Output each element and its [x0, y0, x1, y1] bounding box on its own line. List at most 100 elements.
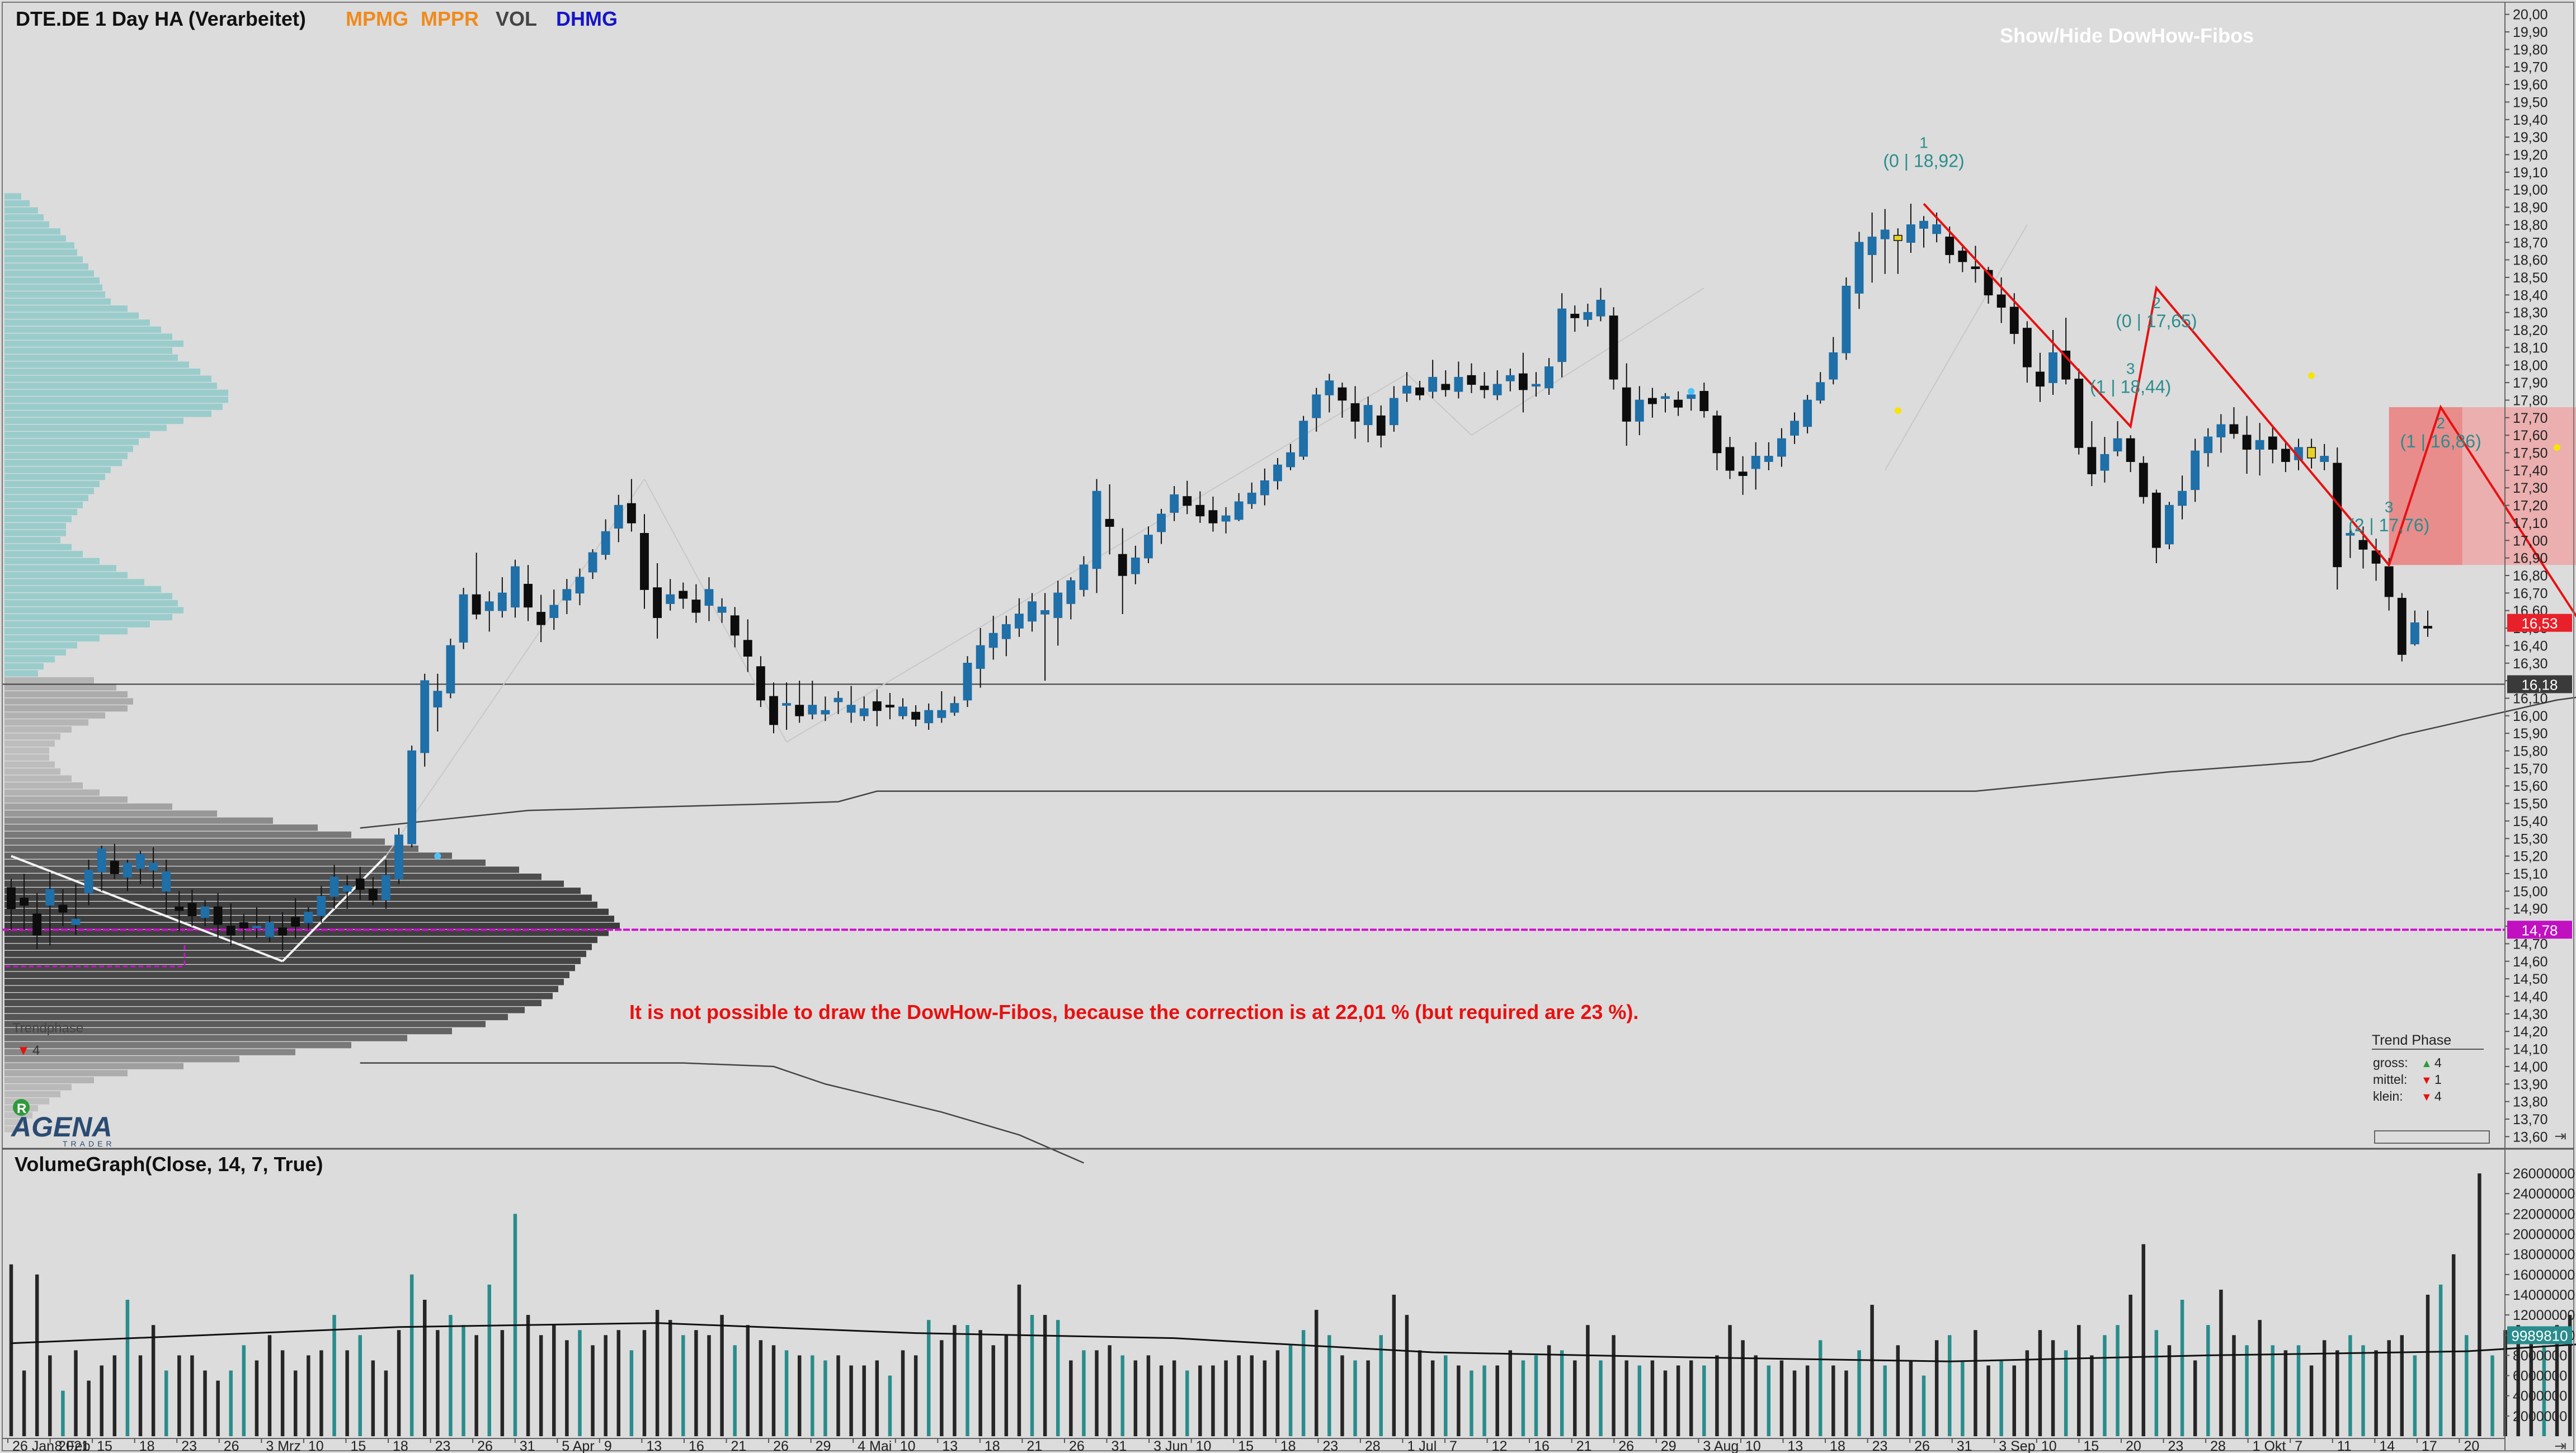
candle-body	[704, 589, 714, 606]
candle-body	[1312, 394, 1321, 418]
candle-body	[1622, 387, 1631, 422]
price-tick-label: 15,70	[2513, 761, 2548, 777]
profile-upper-bar	[4, 263, 88, 270]
candle-body	[1996, 294, 2006, 308]
profile-upper-bar	[4, 284, 102, 291]
profile-lower-bar	[4, 985, 558, 992]
indicator-label-dhmg[interactable]: DHMG	[556, 7, 618, 30]
show-hide-fibos-button[interactable]: Show/Hide DowHow-Fibos	[2000, 24, 2254, 47]
candle-body	[1777, 438, 1786, 457]
candle-body	[1208, 510, 1218, 523]
date-tick-label: 10	[900, 1438, 916, 1453]
volume-bar	[2451, 1254, 2456, 1436]
price-tick-label: 19,30	[2513, 130, 2548, 145]
price-tick-label: 14,00	[2513, 1059, 2548, 1075]
candle-body	[562, 589, 572, 601]
price-tick-label: 15,40	[2513, 814, 2548, 829]
profile-upper-bar	[4, 537, 60, 544]
price-tick-label: 14,20	[2513, 1024, 2548, 1040]
trend-phase-row-label: klein:	[2373, 1089, 2403, 1103]
profile-lower-bar	[4, 838, 385, 845]
profile-upper-bar	[4, 312, 139, 319]
volume-tick-label: 12000000	[2513, 1308, 2575, 1323]
candle-body	[2281, 449, 2290, 462]
volume-bar	[1922, 1375, 1926, 1436]
volume-bar	[2167, 1345, 2172, 1436]
volume-bar	[2361, 1345, 2365, 1436]
indicator-label-vol[interactable]: VOL	[496, 7, 537, 30]
price-tick-label: 19,70	[2513, 60, 2548, 76]
volume-bar	[2568, 1315, 2572, 1436]
candle-body	[717, 606, 727, 613]
price-tick-label: 16,10	[2513, 691, 2548, 706]
candle-body	[1661, 396, 1670, 399]
candle-body	[2216, 424, 2226, 438]
profile-upper-bar	[4, 494, 88, 502]
volume-bar	[1353, 1360, 1357, 1436]
volume-bar	[1133, 1360, 1138, 1436]
candle-body	[1945, 237, 1955, 255]
swing-label-num: 3	[2126, 360, 2135, 377]
volume-bar	[2387, 1340, 2391, 1436]
indicator-label-mpmg[interactable]: MPMG	[346, 7, 408, 30]
profile-upper-bar	[4, 452, 128, 459]
volume-bar	[1159, 1365, 1164, 1436]
profile-lower-bar	[4, 866, 519, 873]
date-tick-label: 10	[1196, 1438, 1212, 1453]
volume-bar	[1689, 1360, 1693, 1436]
candle-body	[2048, 352, 2057, 383]
price-tick-label: 13,80	[2513, 1095, 2548, 1110]
profile-upper-bar	[4, 397, 228, 403]
profile-upper-bar	[4, 298, 111, 305]
price-tick-label: 16,00	[2513, 709, 2548, 724]
volume-bar	[565, 1340, 569, 1436]
price-tick-label: 13,90	[2513, 1077, 2548, 1092]
volume-bar	[539, 1335, 543, 1436]
date-tick-label: 26	[1069, 1438, 1085, 1453]
candle-body	[278, 927, 288, 936]
volume-bar	[164, 1370, 168, 1436]
profile-lower-bar	[4, 684, 116, 691]
price-tick-label: 16,70	[2513, 586, 2548, 601]
candle-body	[175, 906, 184, 911]
candle-body	[1131, 557, 1140, 574]
candle-body	[1699, 391, 1709, 412]
volume-bar	[991, 1345, 995, 1436]
profile-upper-bar	[4, 214, 44, 221]
candle-body	[2178, 490, 2187, 506]
price-tick-label: 19,80	[2513, 42, 2548, 58]
profile-upper-bar	[4, 600, 178, 607]
swing-label-num: 2	[2436, 414, 2445, 432]
volume-bar	[397, 1330, 401, 1436]
trendphase-value: 4	[32, 1043, 40, 1058]
volume-bar	[1017, 1284, 1021, 1436]
indicator-legend[interactable]: MPMG MPPR VOL DHMG	[346, 7, 618, 30]
volume-bar	[2478, 1173, 2481, 1436]
candle-body	[1260, 480, 1269, 496]
volume-bar	[1340, 1355, 1344, 1436]
candle-body	[420, 680, 430, 753]
price-tick-label: 13,60	[2513, 1129, 2548, 1145]
volume-bar	[436, 1330, 440, 1436]
indicator-label-mppr[interactable]: MPPR	[421, 7, 479, 30]
swing-label-num: 1	[1919, 134, 1928, 151]
date-tick-label: 14	[2379, 1438, 2395, 1453]
profile-upper-bar	[4, 502, 83, 508]
candle-body	[1647, 398, 1657, 404]
candle-body	[7, 887, 16, 909]
volume-bar	[1275, 1350, 1280, 1436]
candle-body	[1350, 403, 1360, 422]
profile-lower-bar	[4, 831, 351, 838]
volume-bar	[9, 1264, 13, 1436]
volume-tick-label: 14000000	[2513, 1287, 2575, 1303]
profile-upper-bar	[4, 389, 228, 396]
candle-body	[2139, 463, 2148, 497]
trend-phase-input[interactable]	[2374, 1130, 2490, 1144]
date-tick-label: 8 Feb	[55, 1438, 91, 1453]
candle-body	[162, 871, 171, 892]
price-badge	[2507, 921, 2572, 939]
candle-body	[1919, 220, 1928, 229]
profile-upper-bar	[4, 256, 83, 263]
volume-bar	[1599, 1360, 1603, 1436]
